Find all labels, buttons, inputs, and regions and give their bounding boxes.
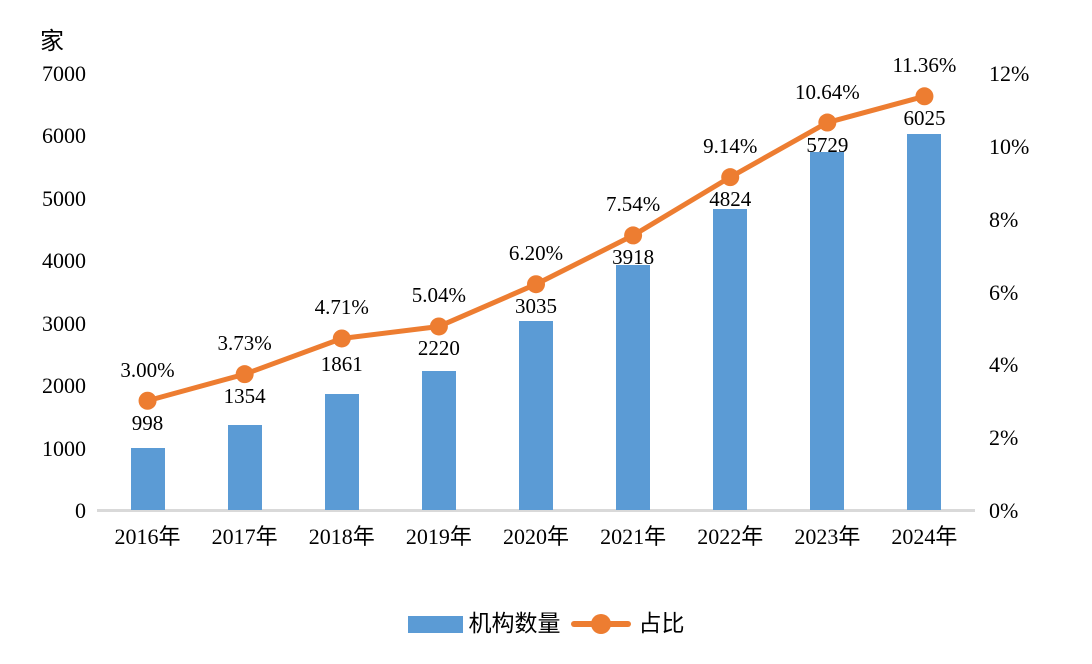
line-marker	[527, 275, 545, 294]
legend: 机构数量 占比	[0, 610, 1092, 638]
bar	[324, 393, 359, 510]
bar-value-label: 998	[131, 410, 164, 435]
line-marker	[915, 87, 934, 106]
x-axis-label: 2018年	[308, 524, 375, 549]
bar-value-label: 3918	[612, 245, 655, 270]
y-axis-tick-right: 4%	[989, 352, 1019, 378]
line-marker	[332, 329, 351, 348]
legend-swatch-line-icon	[570, 614, 631, 634]
bar	[616, 265, 651, 510]
y-axis-tick-left: 6000	[42, 123, 86, 149]
y-axis-tick-right: 12%	[989, 61, 1030, 86]
y-axis-tick-left: 0	[75, 498, 86, 523]
y-axis-tick-left: 3000	[42, 310, 86, 336]
legend-item-line-series: 占比	[561, 610, 685, 638]
line-marker	[721, 168, 740, 187]
y-axis-tick-right: 8%	[989, 206, 1019, 232]
legend-label-bar-series: 机构数量	[468, 611, 561, 636]
line-percent-label: 6.20%	[508, 241, 564, 266]
line-marker	[624, 226, 643, 245]
bar	[227, 425, 262, 510]
x-axis-label: 2021年	[600, 524, 667, 549]
bar	[907, 133, 942, 510]
line-percent-label: 10.64%	[794, 79, 860, 104]
y-axis-tick-right: 6%	[989, 279, 1019, 305]
bar-value-label: 6025	[903, 106, 946, 131]
x-axis-label: 2016年	[114, 524, 181, 549]
line-marker	[429, 317, 448, 336]
bar-value-label: 2220	[417, 336, 460, 361]
y-axis-tick-left: 7000	[42, 61, 86, 86]
legend-item-bar-series: 机构数量	[407, 610, 561, 638]
line-marker	[235, 365, 254, 384]
bar	[421, 371, 456, 510]
line-percent-label: 11.36%	[892, 53, 957, 78]
x-axis-label: 2024年	[891, 524, 958, 549]
y-axis-tick-left: 4000	[42, 248, 86, 274]
legend-swatch-dot-icon	[590, 614, 611, 634]
line-marker	[818, 113, 837, 132]
line-percent-label: 9.14%	[703, 134, 758, 159]
x-axis-label: 2019年	[405, 524, 472, 549]
bar-value-label: 4824	[709, 187, 752, 212]
bar-value-label: 1354	[223, 384, 266, 409]
line-percent-label: 3.73%	[217, 331, 272, 356]
line-marker	[138, 391, 157, 410]
y-axis-tick-right: 10%	[989, 133, 1030, 159]
x-axis-label: 2022年	[697, 524, 764, 549]
y-axis-tick-left: 5000	[42, 185, 86, 211]
bar	[810, 152, 845, 510]
bar	[713, 208, 748, 510]
x-axis-line	[97, 508, 975, 512]
bar-value-label: 5729	[806, 132, 849, 157]
bar	[130, 447, 165, 510]
x-axis-label: 2020年	[502, 524, 569, 549]
line-percent-label: 7.54%	[605, 192, 661, 217]
y-axis-tick-right: 0%	[989, 498, 1019, 523]
x-axis-label: 2023年	[794, 524, 861, 549]
line-percent-label: 4.71%	[314, 295, 369, 320]
bar	[519, 320, 553, 510]
y-axis-tick-right: 2%	[989, 425, 1019, 451]
legend-label-line-series: 占比	[638, 611, 685, 636]
y-axis-tick-left: 2000	[42, 373, 86, 399]
y-axis-tick-left: 1000	[42, 435, 86, 461]
legend-swatch-bar-icon	[407, 615, 463, 633]
line-percent-label: 5.04%	[411, 283, 466, 308]
line-percent-label: 3.00%	[120, 357, 175, 382]
bar-value-label: 1861	[320, 351, 363, 376]
left-axis-unit-label: 家	[40, 29, 64, 55]
x-axis-label: 2017年	[211, 524, 278, 549]
bar-value-label: 3035	[515, 294, 557, 319]
